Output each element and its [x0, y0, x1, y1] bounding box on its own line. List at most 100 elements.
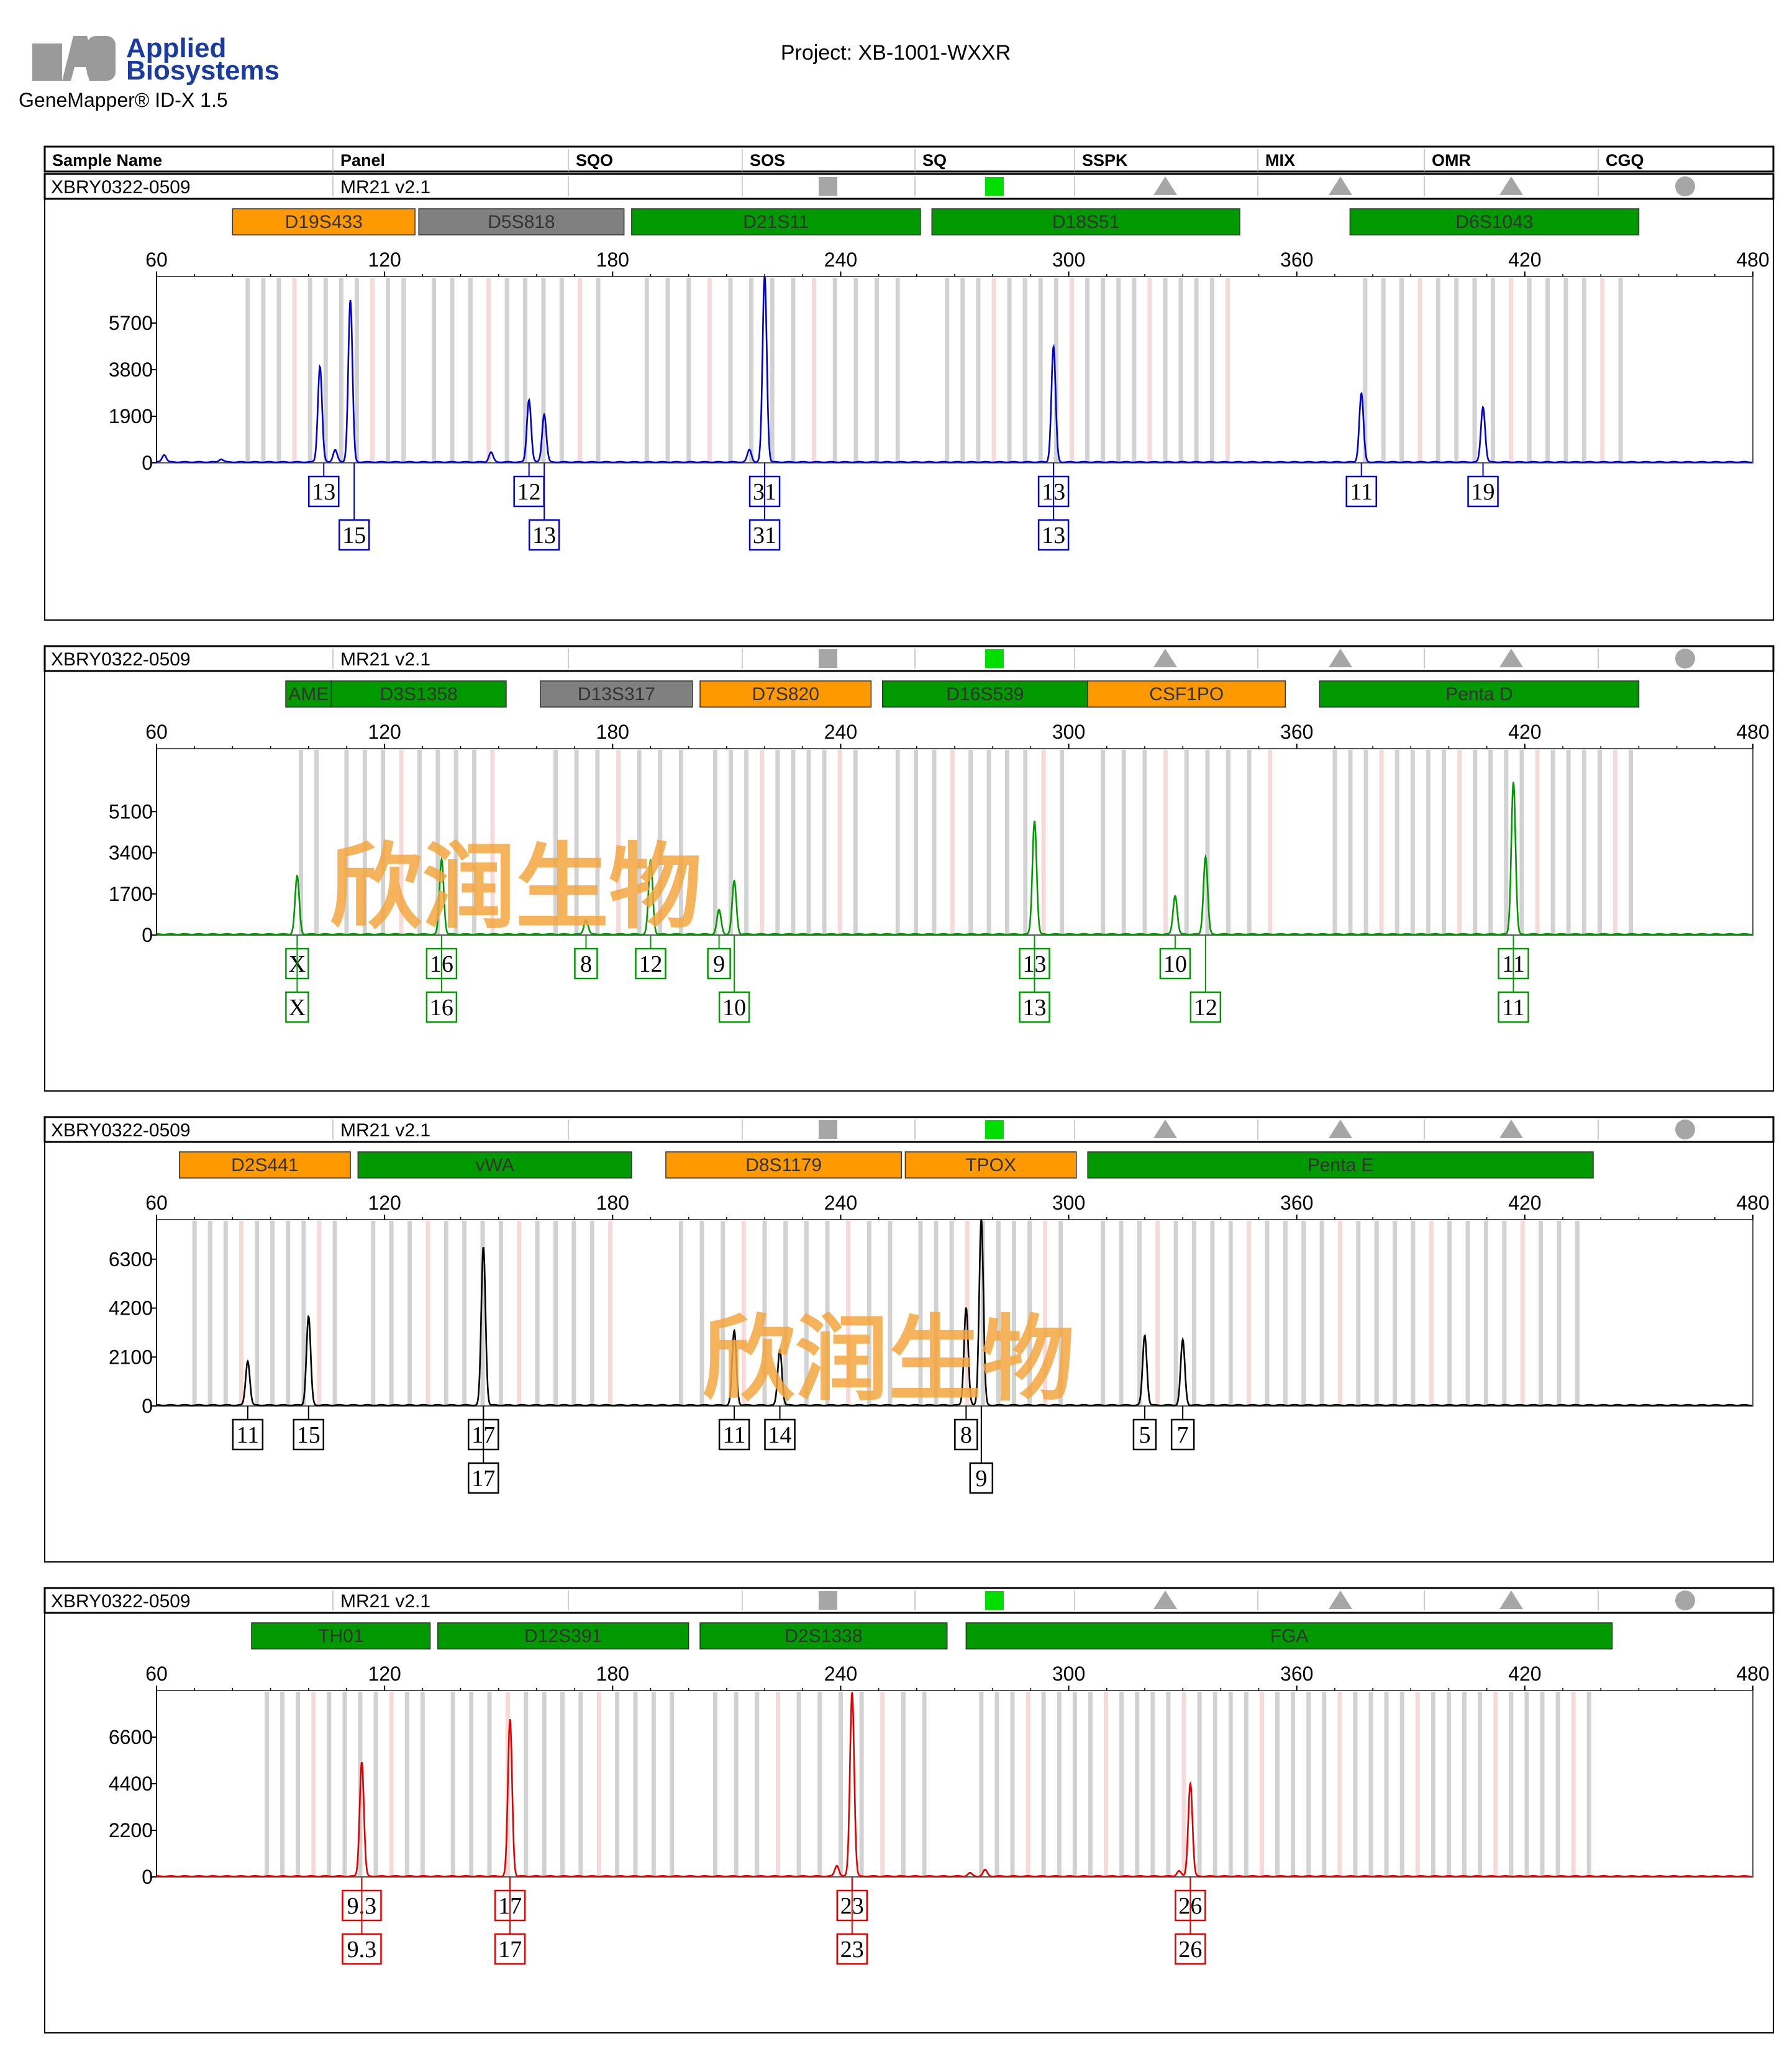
marker-label: D3S1358: [380, 684, 458, 705]
marker-d8s1179: [665, 1151, 903, 1179]
marker-label: TH01: [318, 1626, 363, 1646]
panel-name: MR21 v2.1: [340, 177, 430, 198]
allele-call-label: 13: [1023, 995, 1047, 1021]
marker-d19s433: [232, 208, 416, 235]
x-tick-label: 420: [1508, 249, 1541, 271]
marker-label: D2S441: [231, 1155, 298, 1175]
marker-label: D13S317: [578, 684, 655, 705]
x-tick-label: 360: [1280, 721, 1313, 743]
marker-label: D5S818: [488, 212, 555, 232]
dye-trace: [157, 1219, 1753, 1407]
electropherogram-panel-3: XBRY0322-0509 MR21 v2.1 D2S441 vWA D8S1179 TP…: [43, 1116, 1775, 1563]
marker-label: D21S11: [743, 212, 809, 232]
allele-call-box: [528, 519, 560, 551]
allele-call-box: [1175, 1933, 1206, 1965]
marker-csf1po: [1087, 680, 1286, 708]
cgq-flag-icon: [1675, 649, 1695, 669]
marker-label: CSF1PO: [1149, 684, 1224, 705]
brand-line1: Applied: [126, 33, 226, 63]
peak-apex: [544, 414, 545, 416]
marker-d13s317: [540, 680, 693, 708]
allele-call-box: [1189, 991, 1222, 1023]
allele-call-box: [285, 991, 309, 1023]
x-tick-label: 480: [1736, 249, 1769, 271]
sspk-flag-icon: [1153, 176, 1177, 195]
panel-name: MR21 v2.1: [340, 1120, 430, 1141]
x-tick-label: 120: [368, 1663, 401, 1685]
allele-call-label: 13: [532, 523, 556, 549]
column-header-cgq: CGQ: [1606, 151, 1644, 170]
sspk-flag-icon: [1153, 1591, 1177, 1609]
x-tick-label: 240: [824, 721, 857, 743]
panel-frame: [44, 1587, 1774, 2033]
plot-area: [156, 276, 1753, 463]
allele-call-box: [1019, 991, 1050, 1023]
allele-call-label: X: [289, 995, 306, 1021]
marker-label: D19S433: [285, 212, 363, 232]
allele-call-label: 23: [840, 1937, 864, 1963]
mix-flag-icon: [1329, 176, 1352, 195]
x-tick-label: 300: [1052, 1663, 1085, 1685]
y-tick-label: 1700: [109, 883, 153, 905]
marker-d2s1338: [699, 1622, 948, 1650]
x-tick-label: 480: [1736, 1663, 1769, 1685]
allele-call-box: [1132, 1418, 1157, 1451]
column-header-panel: Panel: [340, 151, 385, 170]
x-tick-label: 60: [145, 1192, 168, 1214]
marker-d12s391: [437, 1622, 689, 1650]
marker-fga: [965, 1622, 1613, 1650]
x-tick-label: 120: [368, 249, 401, 271]
marker-d21s11: [631, 208, 921, 235]
marker-label: D8S1179: [745, 1155, 822, 1175]
marker-th01: [251, 1622, 431, 1650]
omr-flag-icon: [1499, 649, 1523, 667]
allele-call-box: [574, 947, 598, 980]
allele-call-box: [1498, 991, 1529, 1023]
peak-apex: [1361, 393, 1362, 395]
marker-label: D6S1043: [1455, 212, 1533, 232]
dye-trace: [157, 1692, 1753, 1878]
column-header-sample-name: Sample Name: [52, 151, 162, 170]
allele-call-label: 5: [1139, 1422, 1150, 1448]
watermark: 欣润生物: [702, 1306, 1075, 1414]
x-tick-label: 480: [1736, 1192, 1769, 1214]
peak-apex: [247, 1361, 248, 1362]
x-tick-label: 360: [1280, 1192, 1313, 1214]
project-title: Project: XB-1001-WXXR: [781, 41, 1011, 65]
y-tick-label: 2200: [109, 1819, 153, 1842]
allele-call-box: [718, 991, 750, 1023]
y-tick-label: 6600: [109, 1726, 153, 1748]
allele-call-box: [1037, 519, 1070, 551]
cgq-flag-icon: [1675, 1591, 1695, 1610]
allele-call-box: [467, 1462, 499, 1494]
sample-name: XBRY0322-0509: [51, 177, 191, 198]
allele-call-label: 9: [713, 951, 725, 977]
allele-call-label: 16: [430, 995, 453, 1021]
omr-flag-icon: [1499, 176, 1523, 195]
watermark: 欣润生物: [329, 834, 702, 942]
sspk-flag-icon: [1153, 1120, 1177, 1138]
y-tick-label: 4200: [109, 1297, 153, 1320]
marker-label: D7S820: [752, 684, 819, 705]
y-tick-label: 1900: [109, 405, 153, 427]
allele-call-label: 14: [768, 1422, 792, 1448]
allele-call-label: 15: [342, 523, 366, 549]
brand-line2: Biosystems: [126, 55, 280, 86]
sample-name: XBRY0322-0509: [51, 649, 191, 670]
allele-call-label: 9.3: [347, 1937, 377, 1963]
allele-call-box: [1159, 947, 1191, 980]
marker-d2s441: [178, 1151, 351, 1179]
allele-call-label: 13: [312, 479, 335, 505]
allele-call-box: [1170, 1418, 1195, 1451]
sos-flag-icon: [819, 649, 837, 668]
allele-call-box: [307, 475, 340, 508]
peak-apex: [749, 450, 750, 451]
marker-label: vWA: [475, 1155, 514, 1175]
y-tick-label: 0: [142, 1866, 153, 1888]
allele-call-box: [494, 1933, 526, 1965]
peak-apex: [308, 1317, 309, 1318]
allele-call-label: 31: [753, 523, 776, 549]
peak-apex: [163, 455, 165, 456]
column-header-sq: SQ: [922, 151, 947, 170]
